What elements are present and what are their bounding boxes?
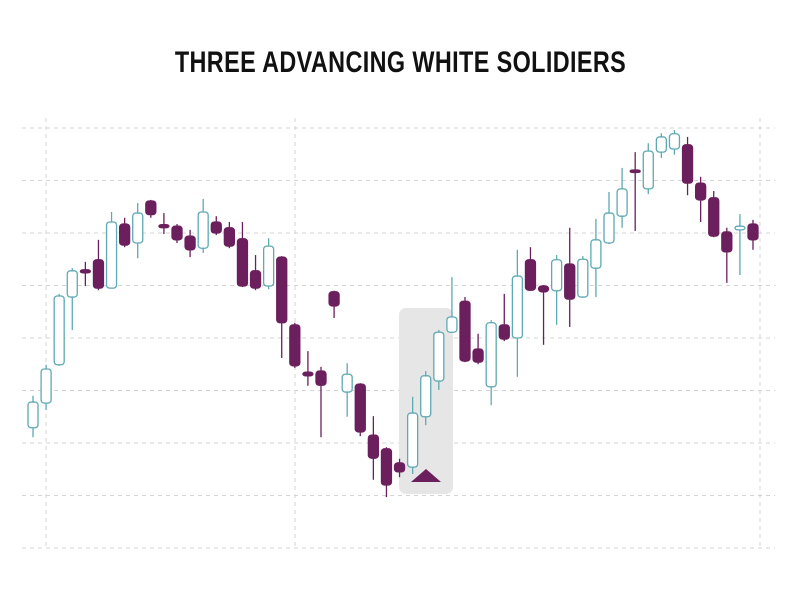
candle-body [380,448,393,486]
candle-body [367,434,380,459]
candle-body [276,256,288,324]
candle-body [734,225,746,231]
candle-body [616,188,628,217]
grid-layer [22,127,775,549]
candle-body [105,221,118,289]
candle-body [315,370,327,386]
candle-body [655,136,668,153]
candle-body [511,275,524,339]
candle-body [158,223,170,229]
candle-body [132,212,144,244]
candle-body [577,258,589,298]
candle-layer [27,130,759,498]
candle-body [79,269,92,274]
candle-body [171,225,183,241]
candle-body [393,462,406,473]
candle-body [668,133,681,150]
candle-body [92,259,105,289]
candle-body [472,348,484,363]
candle-body [603,212,615,244]
candle-body [590,239,602,269]
candle-body [485,322,497,388]
candle-body [302,371,314,377]
candle-body [249,270,262,289]
candle-body [537,285,550,293]
candle-body [118,223,131,246]
candle-body [223,227,236,247]
candle-body [145,200,157,216]
candle-body [642,150,654,190]
candle-body [721,231,733,253]
candle-body [694,182,707,201]
candle-body [420,375,432,418]
candle-body [289,324,301,367]
candle-body [210,221,222,234]
candle-body [564,263,576,300]
title-group: THREE ADVANCING WHITE SOLIDIERS [175,45,626,78]
candle-body [27,401,39,429]
candle-body [708,197,720,237]
candle-body [681,144,694,184]
candle-body [40,368,52,404]
candle-body [341,373,353,393]
candle-body [550,259,563,292]
candle-body [66,270,78,298]
candle-body [498,324,510,340]
pattern-arrow [411,469,441,482]
candle-body [406,412,419,468]
candle-body [524,259,537,291]
candle-body [354,383,366,433]
candle-body [197,211,209,249]
candle-body [459,300,471,362]
candle-body [629,169,641,174]
candle-body [53,295,65,366]
candle-body [262,245,275,287]
candle-body [236,238,249,287]
candle-body [328,291,340,307]
candle-body [747,223,759,241]
candle-body [446,316,458,333]
chart-title: THREE ADVANCING WHITE SOLIDIERS [175,45,626,78]
candle-body [184,235,196,251]
candle-body [433,331,445,382]
